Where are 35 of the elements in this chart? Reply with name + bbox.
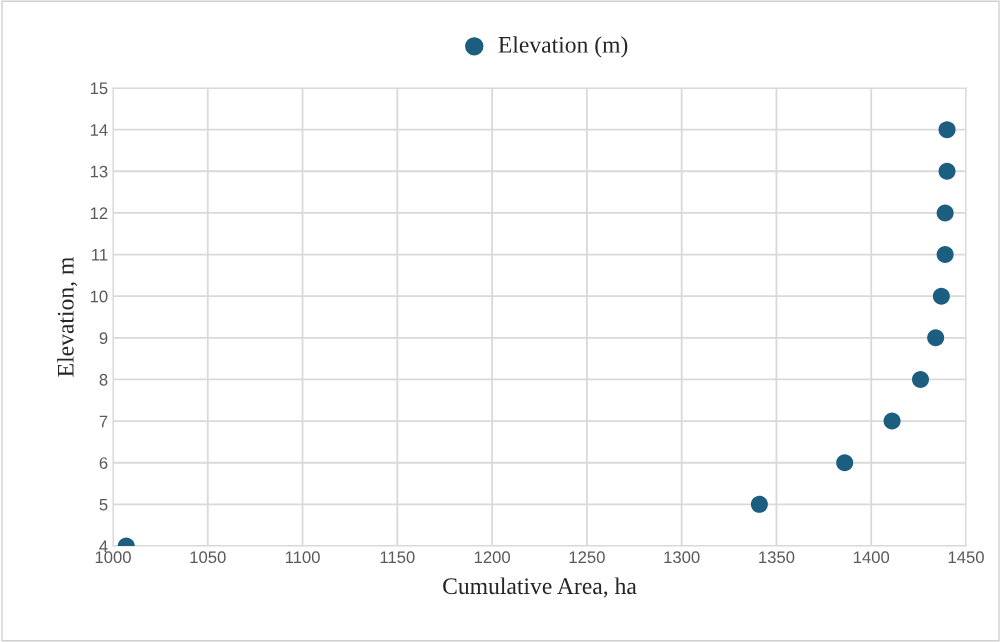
point <box>927 329 945 347</box>
y-tick-label: 15 <box>90 82 108 95</box>
y-tick-label: 5 <box>99 498 108 511</box>
y-tick-label: 6 <box>99 457 108 469</box>
y-tick-label: 9 <box>99 332 108 345</box>
y-tick-label: 7 <box>99 415 108 428</box>
x-tick-label: 1250 <box>569 551 605 564</box>
point <box>750 495 768 513</box>
point <box>932 287 950 305</box>
x-tick-label: 1300 <box>664 551 700 564</box>
y-tick-label: 8 <box>99 373 108 386</box>
x-tick-label: 1100 <box>285 551 320 564</box>
x-tick-label: 1150 <box>380 551 415 564</box>
point <box>938 121 956 139</box>
point <box>936 246 954 264</box>
x-tick-label: 1350 <box>759 551 795 564</box>
x-tick-label: 1050 <box>190 551 226 564</box>
x-tick-label: 1200 <box>474 551 510 564</box>
point <box>883 412 901 430</box>
y-tick-label: 14 <box>90 124 108 136</box>
y-tick-label: 13 <box>90 165 108 178</box>
x-axis-title: Cumulative Area, ha <box>443 577 637 598</box>
y-tick-label: 4 <box>99 540 108 553</box>
point <box>912 370 930 388</box>
y-tick-label: 11 <box>92 249 108 261</box>
y-axis-title: Elevation, m <box>57 257 78 377</box>
y-tick-label: 10 <box>90 290 108 303</box>
point <box>836 454 854 472</box>
y-tick-label: 12 <box>90 207 108 219</box>
x-tick-label: 1450 <box>948 551 984 564</box>
x-tick-label: 1000 <box>95 551 131 564</box>
legend-label: Elevation (m) <box>498 36 628 58</box>
point <box>938 162 956 180</box>
point <box>936 204 954 222</box>
x-tick-label: 1400 <box>853 551 890 564</box>
